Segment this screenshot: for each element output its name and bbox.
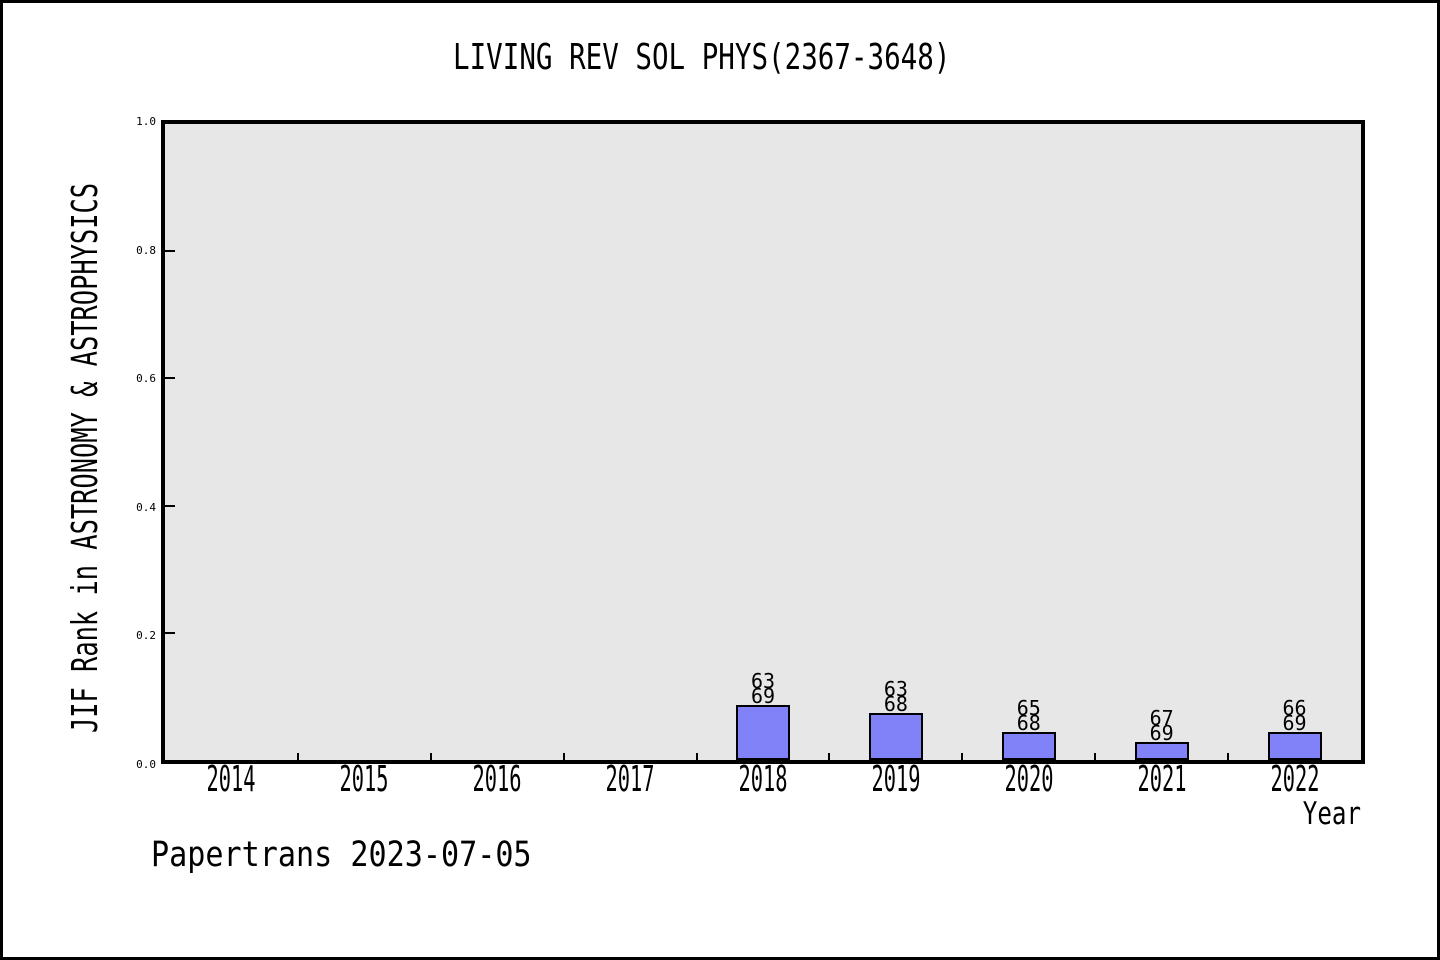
y-tick bbox=[165, 631, 175, 634]
x-tick-label: 2016 bbox=[472, 759, 522, 800]
y-tick-label: 0.2 bbox=[136, 629, 156, 643]
y-tick-label: 0.6 bbox=[136, 372, 156, 386]
x-tick-label: 2015 bbox=[339, 759, 389, 800]
y-tick-label: 0.8 bbox=[136, 243, 156, 257]
y-tick bbox=[165, 377, 175, 380]
bar bbox=[1001, 732, 1056, 760]
bar bbox=[736, 705, 790, 760]
bar bbox=[1267, 732, 1322, 760]
bar-label-total: 68 bbox=[1016, 711, 1041, 735]
bar-label-total: 68 bbox=[883, 692, 908, 716]
y-tick-label: 0.0 bbox=[136, 758, 156, 771]
plot-area: 63 69 63 68 65 68 67 69 66 69 bbox=[161, 120, 1365, 764]
x-tick-label: 2022 bbox=[1270, 759, 1320, 800]
x-tick-label: 2020 bbox=[1004, 759, 1054, 800]
bar-label-rank: 66 bbox=[1282, 696, 1307, 720]
bar-label-rank: 67 bbox=[1149, 706, 1174, 730]
x-tick-label: 2019 bbox=[871, 759, 921, 800]
chart-title: LIVING REV SOL PHYS(2367-3648) bbox=[453, 37, 951, 78]
bar-label-rank: 65 bbox=[1016, 696, 1041, 720]
bar-label: 66 69 bbox=[1255, 696, 1335, 735]
x-tick-label: 2018 bbox=[738, 759, 788, 800]
bar bbox=[868, 713, 923, 760]
bar-label: 67 69 bbox=[1122, 706, 1202, 745]
x-minor-tick bbox=[296, 753, 299, 760]
x-minor-tick bbox=[1227, 753, 1230, 760]
x-minor-tick bbox=[695, 753, 698, 760]
bar-label-total: 69 bbox=[1149, 721, 1174, 745]
bar-label: 63 68 bbox=[856, 677, 936, 716]
y-tick bbox=[165, 250, 175, 253]
bar-label-total: 69 bbox=[1282, 711, 1307, 735]
x-minor-tick bbox=[961, 753, 964, 760]
y-axis-label: JIF Rank in ASTRONOMY & ASTROPHYSICS bbox=[65, 182, 106, 734]
x-minor-tick bbox=[562, 753, 565, 760]
footer-text: Papertrans 2023-07-05 bbox=[151, 835, 532, 875]
y-tick bbox=[165, 504, 175, 507]
y-tick-label: 0.4 bbox=[136, 500, 156, 514]
x-minor-tick bbox=[828, 753, 831, 760]
bar-label-total: 69 bbox=[750, 684, 776, 708]
bar bbox=[1134, 742, 1189, 760]
x-tick-label: 2017 bbox=[605, 759, 655, 800]
bar-label-rank: 63 bbox=[750, 669, 776, 693]
y-tick-label: 1.0 bbox=[136, 115, 156, 128]
x-tick-label: 2021 bbox=[1137, 759, 1187, 800]
x-tick-label: 2014 bbox=[206, 759, 256, 800]
bar-label: 63 69 bbox=[723, 669, 803, 708]
bar-label: 65 68 bbox=[989, 696, 1069, 735]
x-axis-label: Year bbox=[1302, 796, 1361, 832]
bar-label-rank: 63 bbox=[883, 677, 908, 701]
x-minor-tick bbox=[429, 753, 432, 760]
x-minor-tick bbox=[1094, 753, 1097, 760]
